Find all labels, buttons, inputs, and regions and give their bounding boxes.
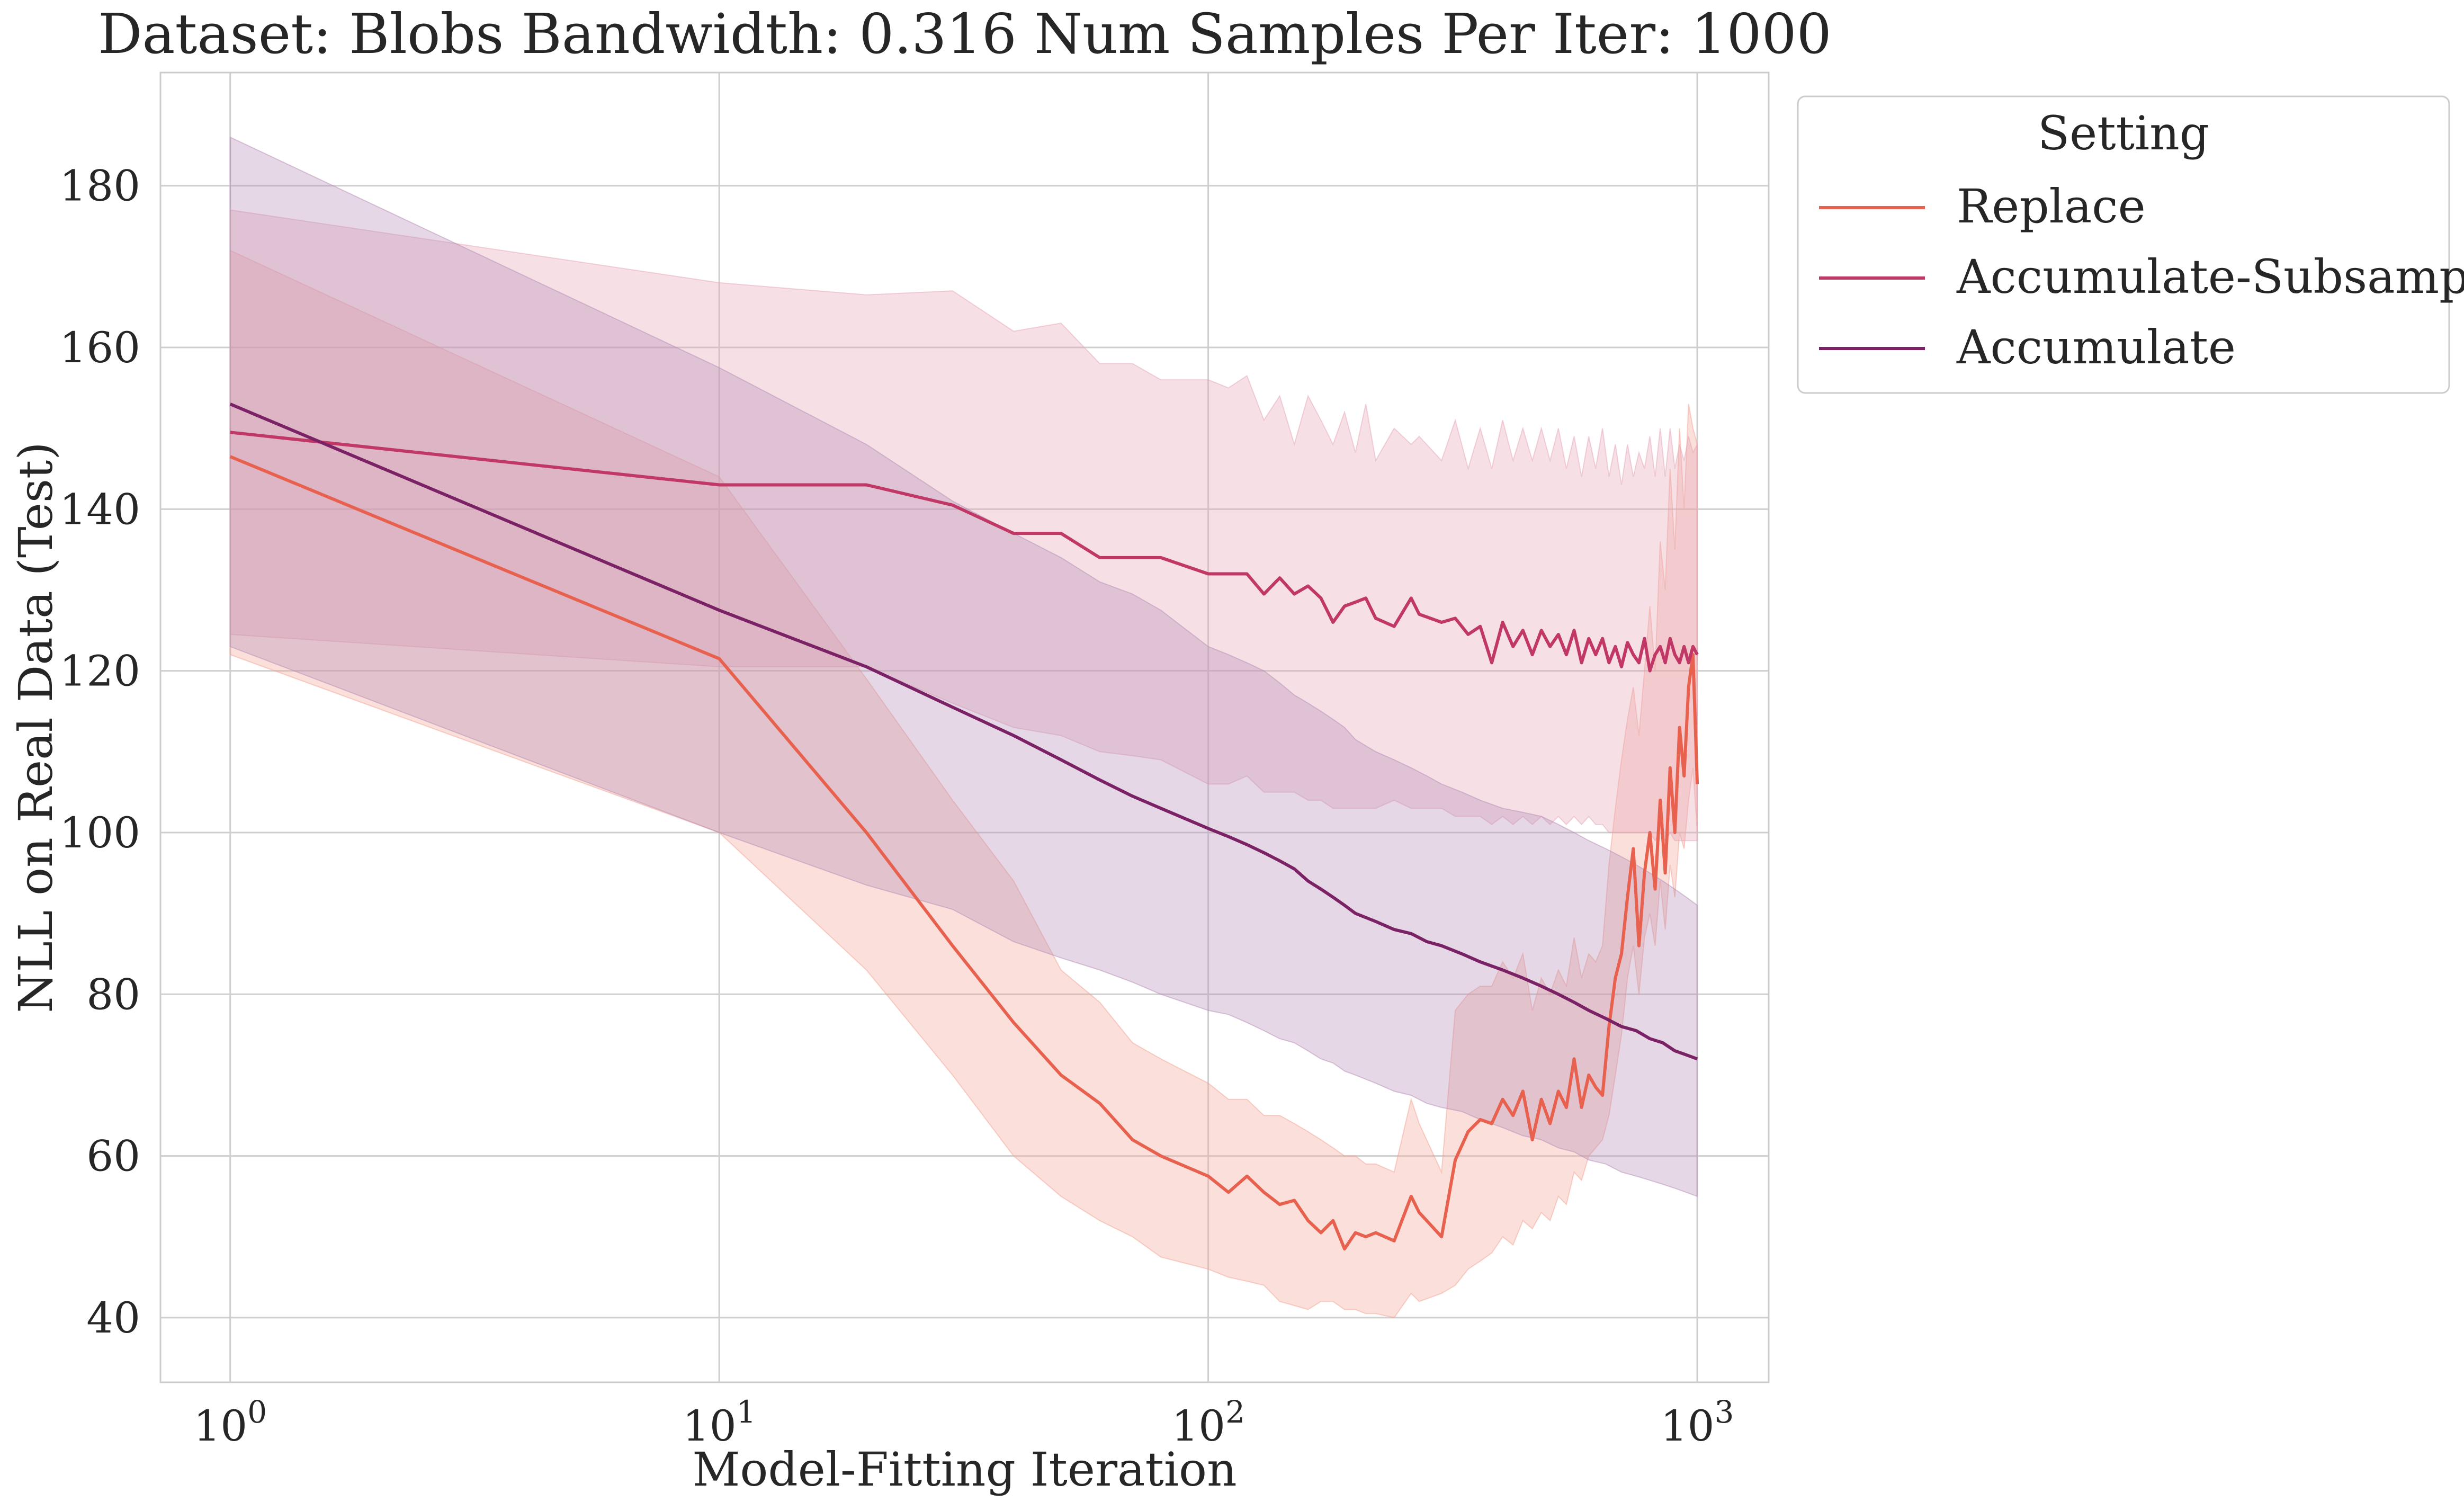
legend-box xyxy=(1797,95,2450,394)
legend-label: Replace xyxy=(1957,179,2146,234)
legend-title: Setting xyxy=(2038,106,2209,160)
legend-label: Accumulate-Subsample xyxy=(1956,249,2464,304)
tick-labels: 40 60 80 100 120 140 160 180 100 101 102 103 xyxy=(59,162,1734,1451)
chart-title: Dataset: Blobs Bandwidth: 0.316 Num Samp… xyxy=(98,2,1832,66)
plot-area xyxy=(159,71,1770,1383)
x-tick-label: 101 xyxy=(683,1394,756,1451)
band-accumulate-subsample xyxy=(229,209,1698,842)
line-accumulate xyxy=(229,403,1698,1061)
y-tick-label: 60 xyxy=(86,1132,140,1181)
y-tick-label: 160 xyxy=(59,323,140,372)
legend: Setting Replace Accumulate-Subsample Accum… xyxy=(1797,95,2464,394)
y-tick-label: 80 xyxy=(86,970,140,1019)
x-tick-label: 100 xyxy=(193,1394,267,1451)
y-tick-label: 120 xyxy=(59,647,140,696)
y-tick-label: 40 xyxy=(86,1293,140,1343)
y-axis-title: NLL on Real Data (Test) xyxy=(8,442,63,1013)
y-tick-label: 180 xyxy=(59,162,140,211)
line-accumulate-subsample xyxy=(230,431,1699,673)
line-replace xyxy=(229,455,1699,1251)
x-tick-label: 103 xyxy=(1661,1394,1734,1451)
x-tick-label: 102 xyxy=(1171,1394,1245,1451)
x-axis-title: Model-Fitting Iteration xyxy=(692,1442,1237,1497)
y-tick-label: 140 xyxy=(59,485,140,534)
legend-label: Accumulate xyxy=(1956,320,2236,374)
band-accumulate xyxy=(229,136,1698,1197)
series-lines xyxy=(229,403,1699,1251)
confidence-bands xyxy=(229,136,1698,1319)
y-tick-label: 100 xyxy=(59,808,140,857)
legend-items: Replace Accumulate-Subsample Accumulate xyxy=(1819,179,2464,374)
